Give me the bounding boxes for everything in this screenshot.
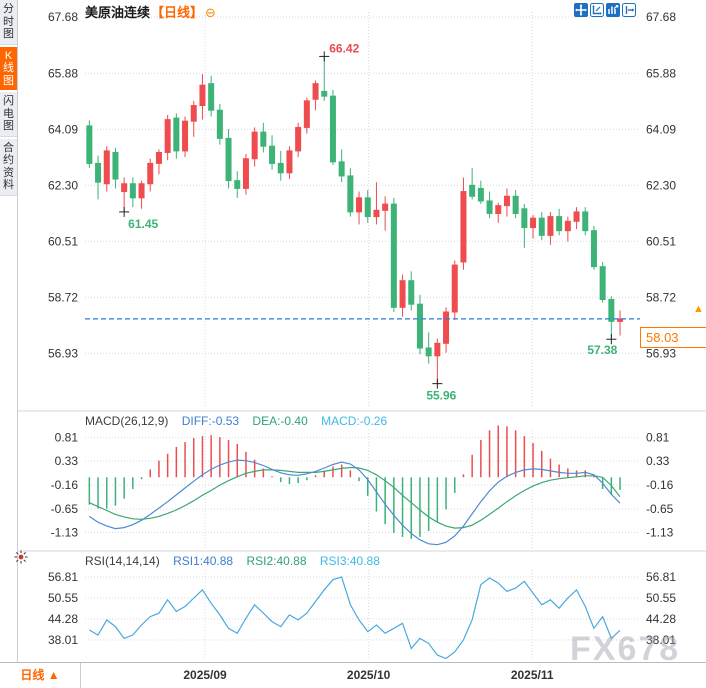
candles-layer (86, 56, 624, 384)
chart-toolbar (574, 3, 636, 17)
macd-layer (88, 425, 621, 546)
price-marker-icon: ▲ (693, 302, 704, 315)
svg-text:56.81: 56.81 (48, 570, 78, 584)
chart-type-sidebar: 分时图 K线图 闪电图 合约资料 (0, 0, 18, 662)
annotations-layer: 66.42 61.45 55.96 57.38 (85, 41, 640, 403)
svg-text:65.88: 65.88 (48, 66, 78, 80)
period-selector[interactable]: 日线 ▲ (0, 663, 81, 688)
rsi2-value: RSI2:40.88 (246, 554, 307, 568)
svg-text:38.01: 38.01 (48, 633, 78, 647)
svg-text:55.96: 55.96 (426, 389, 456, 403)
svg-text:61.45: 61.45 (128, 217, 158, 231)
svg-text:-0.16: -0.16 (646, 478, 674, 492)
svg-text:0.81: 0.81 (55, 431, 79, 445)
gridlines (85, 12, 640, 667)
macd-hist-value: MACD:-0.26 (321, 414, 388, 428)
svg-text:56.93: 56.93 (48, 346, 78, 360)
svg-text:56.93: 56.93 (646, 346, 676, 360)
svg-text:64.09: 64.09 (48, 122, 78, 136)
svg-text:67.68: 67.68 (646, 10, 676, 24)
sidebar-tab-timeline[interactable]: 分时图 (0, 0, 17, 45)
collapse-panel-icon[interactable]: ⊖ (205, 5, 216, 20)
watermark: FX678 (570, 630, 681, 668)
sidebar-tab-lightning[interactable]: 闪电图 (0, 92, 17, 137)
jump-to-latest-icon[interactable] (622, 3, 636, 17)
svg-text:-0.65: -0.65 (646, 502, 674, 516)
svg-text:-1.13: -1.13 (646, 526, 674, 540)
svg-text:-0.65: -0.65 (51, 502, 79, 516)
svg-text:-1.13: -1.13 (51, 526, 79, 540)
macd-title: MACD(26,12,9) (85, 414, 169, 428)
svg-text:60.51: 60.51 (48, 234, 78, 248)
svg-text:64.09: 64.09 (646, 122, 676, 136)
x-axis-month-label: 2025/11 (510, 668, 554, 682)
x-axis-month-label: 2025/09 (183, 668, 227, 682)
svg-text:66.42: 66.42 (329, 41, 359, 55)
sidebar-tab-contract-info[interactable]: 合约资料 (0, 138, 17, 196)
x-axis-month-label: 2025/10 (346, 668, 391, 682)
period-tag: 【日线】 (151, 5, 204, 20)
rsi1-value: RSI1:40.88 (173, 554, 234, 568)
svg-text:0.33: 0.33 (55, 454, 79, 468)
svg-text:58.72: 58.72 (646, 290, 676, 304)
price-scale-icon[interactable] (606, 3, 620, 17)
period-selector-arrow-icon: ▲ (47, 668, 60, 682)
rsi3-value: RSI3:40.88 (319, 554, 380, 568)
svg-text:67.68: 67.68 (48, 10, 78, 24)
svg-text:50.55: 50.55 (646, 591, 676, 605)
svg-text:38.01: 38.01 (646, 633, 676, 647)
rsi-title: RSI(14,14,14) (85, 554, 160, 568)
fit-scale-icon[interactable] (590, 3, 604, 17)
svg-text:62.30: 62.30 (646, 178, 676, 192)
svg-text:65.88: 65.88 (646, 66, 676, 80)
panel-separators (18, 410, 706, 552)
svg-text:62.30: 62.30 (48, 178, 78, 192)
rsi-label-row: RSI(14,14,14) RSI1:40.88 RSI2:40.88 RSI3… (85, 554, 390, 568)
svg-text:44.28: 44.28 (646, 612, 676, 626)
macd-dea-value: DEA:-0.40 (252, 414, 308, 428)
last-price-tag: 58.03 (640, 326, 706, 348)
time-axis-bar: 日线 ▲ 2025/09 2025/10 2025/11 (0, 662, 706, 688)
axis-labels: 67.68 67.68 65.88 65.88 64.09 64.09 62.30 62.30… (48, 10, 676, 647)
macd-diff-value: DIFF:-0.53 (181, 414, 240, 428)
sidebar-tab-candlestick[interactable]: K线图 (0, 46, 17, 90)
svg-text:-0.16: -0.16 (51, 478, 79, 492)
svg-text:56.81: 56.81 (646, 570, 676, 584)
indicator-settings-icon[interactable] (13, 549, 29, 565)
period-selector-label: 日线 (20, 668, 45, 682)
pan-crosshair-icon[interactable] (574, 3, 588, 17)
svg-text:0.33: 0.33 (646, 454, 670, 468)
symbol-name: 美原油连续 (85, 5, 151, 20)
rsi-layer (89, 576, 621, 660)
svg-text:0.81: 0.81 (646, 431, 670, 445)
chart-title: 美原油连续【日线】 ⊖ (85, 2, 216, 21)
svg-text:60.51: 60.51 (646, 234, 676, 248)
svg-text:50.55: 50.55 (48, 591, 78, 605)
svg-text:57.38: 57.38 (587, 343, 617, 357)
svg-text:44.28: 44.28 (48, 612, 78, 626)
svg-text:58.72: 58.72 (48, 290, 78, 304)
macd-label-row: MACD(26,12,9) DIFF:-0.53 DEA:-0.40 MACD:… (85, 414, 397, 428)
